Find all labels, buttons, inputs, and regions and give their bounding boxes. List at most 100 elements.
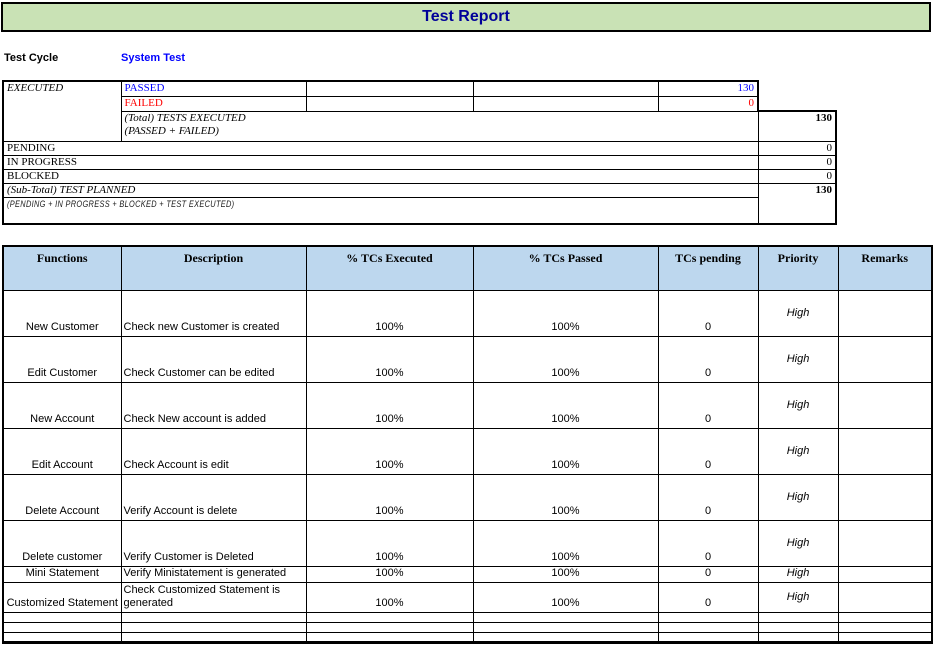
table-row: Customized Statement Check Customized St… xyxy=(2,581,933,613)
failed-value-cell: 0 xyxy=(657,95,759,112)
cell-pct-passed: 100% xyxy=(472,427,659,475)
header-description: Description xyxy=(120,245,307,291)
cell-priority: High xyxy=(757,381,839,429)
test-cycle-value: System Test xyxy=(121,52,185,64)
subtotal-value-cell: 130 xyxy=(757,182,837,225)
pending-label-cell: PENDING xyxy=(2,140,759,156)
cell-tcs-pending: 0 xyxy=(657,427,759,475)
cell-pct-executed: 100% xyxy=(305,289,474,337)
table-row: Mini Statement Verify Ministatement is g… xyxy=(2,565,933,583)
summary-table: EXECUTED PASSED 130 FAILED 0 (Total) TES… xyxy=(2,80,837,225)
cell-function: New Account xyxy=(2,381,122,429)
cell-description: Check Customer can be edited xyxy=(120,335,307,383)
cell-pct-passed: 100% xyxy=(472,381,659,429)
cell-priority: High xyxy=(757,581,839,613)
cell-function: Edit Customer xyxy=(2,335,122,383)
passed-label-cell: PASSED xyxy=(120,80,307,97)
cell-description: Check new Customer is created xyxy=(120,289,307,337)
cell-pct-executed: 100% xyxy=(305,519,474,567)
empty-row xyxy=(2,631,933,644)
cell-pct-passed: 100% xyxy=(472,581,659,613)
test-cycle-label: Test Cycle xyxy=(4,52,59,64)
empty-row xyxy=(2,621,933,633)
total-executed-value-cell: 130 xyxy=(757,110,837,142)
subtotal-label-cell: (Sub-Total) TEST PLANNED xyxy=(2,182,759,198)
cell-remarks xyxy=(837,565,933,583)
in-progress-label-cell: IN PROGRESS xyxy=(2,154,759,170)
cell-description: Check Customized Statement is generated xyxy=(120,581,307,613)
functions-table: Functions Description % TCs Executed % T… xyxy=(2,245,933,644)
cell-remarks xyxy=(837,473,933,521)
cell-pct-executed: 100% xyxy=(305,427,474,475)
cell-pct-passed: 100% xyxy=(472,473,659,521)
page-title: Test Report xyxy=(422,8,510,25)
cell-priority: High xyxy=(757,473,839,521)
cell-description: Verify Ministatement is generated xyxy=(120,565,307,583)
cell-priority: High xyxy=(757,565,839,583)
cell-tcs-pending: 0 xyxy=(657,519,759,567)
header-remarks: Remarks xyxy=(837,245,933,291)
cell-tcs-pending: 0 xyxy=(657,335,759,383)
total-executed-label: (Total) TESTS EXECUTED xyxy=(124,111,246,124)
cell-remarks xyxy=(837,381,933,429)
header-functions: Functions xyxy=(2,245,122,291)
cell-priority: High xyxy=(757,289,839,337)
table-row: New Account Check New account is added 1… xyxy=(2,381,933,429)
cell-pct-executed: 100% xyxy=(305,473,474,521)
cell-tcs-pending: 0 xyxy=(657,289,759,337)
table-header-row: Functions Description % TCs Executed % T… xyxy=(2,245,933,291)
cell-remarks xyxy=(837,427,933,475)
cell-tcs-pending: 0 xyxy=(657,581,759,613)
table-row: Delete Account Verify Account is delete … xyxy=(2,473,933,521)
cell-pct-executed: 100% xyxy=(305,565,474,583)
cell-remarks xyxy=(837,519,933,567)
cell-pct-executed: 100% xyxy=(305,335,474,383)
report-title-band: Test Report xyxy=(1,2,931,32)
cell-function: New Customer xyxy=(2,289,122,337)
table-row: Edit Customer Check Customer can be edit… xyxy=(2,335,933,383)
cell-description: Verify Account is delete xyxy=(120,473,307,521)
header-priority: Priority xyxy=(757,245,839,291)
cell-description: Check Account is edit xyxy=(120,427,307,475)
table-row: New Customer Check new Customer is creat… xyxy=(2,289,933,337)
total-executed-label-cell: (Total) TESTS EXECUTED (PASSED + FAILED) xyxy=(120,110,759,142)
cell-pct-passed: 100% xyxy=(472,519,659,567)
cell-remarks xyxy=(837,335,933,383)
cell-priority: High xyxy=(757,519,839,567)
cell-priority: High xyxy=(757,335,839,383)
cell-description: Verify Customer is Deleted xyxy=(120,519,307,567)
subtotal-formula: (PENDING + IN PROGRESS + BLOCKED + TEST … xyxy=(7,198,235,209)
header-tcs-pending: TCs pending xyxy=(657,245,759,291)
empty-cell xyxy=(472,80,659,97)
header-pct-executed: % TCs Executed xyxy=(305,245,474,291)
failed-label-cell: FAILED xyxy=(120,95,307,112)
cell-function: Delete customer xyxy=(2,519,122,567)
executed-label-cell: EXECUTED xyxy=(2,80,122,142)
cell-function: Delete Account xyxy=(2,473,122,521)
cell-tcs-pending: 0 xyxy=(657,565,759,583)
empty-cell xyxy=(305,95,474,112)
outside-spacer xyxy=(758,81,836,111)
blocked-label-cell: BLOCKED xyxy=(2,168,759,184)
table-row: Delete customer Verify Customer is Delet… xyxy=(2,519,933,567)
cell-tcs-pending: 0 xyxy=(657,473,759,521)
blocked-value-cell: 0 xyxy=(757,168,837,184)
cell-function: Mini Statement xyxy=(2,565,122,583)
cell-pct-passed: 100% xyxy=(472,289,659,337)
cell-pct-executed: 100% xyxy=(305,581,474,613)
cell-pct-passed: 100% xyxy=(472,335,659,383)
cell-tcs-pending: 0 xyxy=(657,381,759,429)
cell-function: Customized Statement xyxy=(2,581,122,613)
passed-value-cell: 130 xyxy=(657,80,759,97)
cell-function: Edit Account xyxy=(2,427,122,475)
cell-pct-passed: 100% xyxy=(472,565,659,583)
in-progress-value-cell: 0 xyxy=(757,154,837,170)
empty-cell xyxy=(305,80,474,97)
header-pct-passed: % TCs Passed xyxy=(472,245,659,291)
pending-value-cell: 0 xyxy=(757,140,837,156)
cell-pct-executed: 100% xyxy=(305,381,474,429)
cell-description: Check New account is added xyxy=(120,381,307,429)
table-row: Edit Account Check Account is edit 100% … xyxy=(2,427,933,475)
empty-cell xyxy=(472,95,659,112)
total-executed-sub: (PASSED + FAILED) xyxy=(124,124,219,137)
